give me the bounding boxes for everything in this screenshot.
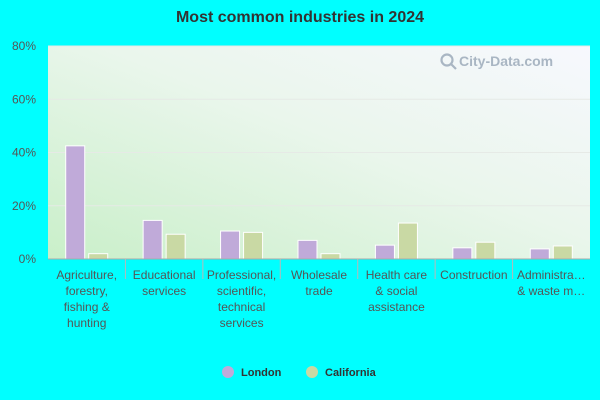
x-tick-label: Health care & social assistance [366,268,428,314]
bar-california [88,253,109,260]
legend-label-california: California [325,367,377,379]
bar-california [320,253,341,260]
y-tick-label: 0% [19,252,37,266]
legend-swatch-london [222,366,234,378]
bar-london [65,145,86,260]
x-tick-label: Construction [440,268,507,282]
bar-california [397,222,418,260]
bar-london [529,248,550,260]
x-tick-label: Professional, scientific, technical service… [207,268,276,330]
bar-california [552,245,573,260]
y-tick-label: 80% [12,39,36,53]
y-axis: 0% 20% 40% 60% 80% [12,39,36,266]
y-tick-label: 40% [12,146,36,160]
watermark-text: City-Data.com [459,53,553,69]
x-tick-label: Administra… & waste m… [517,268,586,298]
magnifier-icon [440,53,457,70]
x-axis: Agriculture, forestry, fishing & hunting Edu… [48,258,590,330]
x-tick-label: Wholesale trade [291,268,347,298]
bar-london [297,239,318,260]
legend: London California [222,366,377,379]
bar-london [452,247,473,260]
bar-london [220,230,241,260]
legend-label-london: London [241,367,282,379]
bar-london [142,219,163,260]
bar-london [374,244,395,260]
y-tick-label: 20% [12,199,36,213]
watermark: City-Data.com [440,53,553,70]
chart-title: Most common industries in 2024 [175,9,425,26]
bar-california [243,231,264,260]
x-tick-label: Agriculture, forestry, fishing & hunting [56,268,117,330]
gridlines [48,45,590,207]
x-tick-label: Educational services [133,268,196,298]
bar-california [165,233,186,260]
legend-swatch-california [306,366,318,378]
bar-california [475,241,496,260]
y-tick-label: 60% [12,92,36,106]
